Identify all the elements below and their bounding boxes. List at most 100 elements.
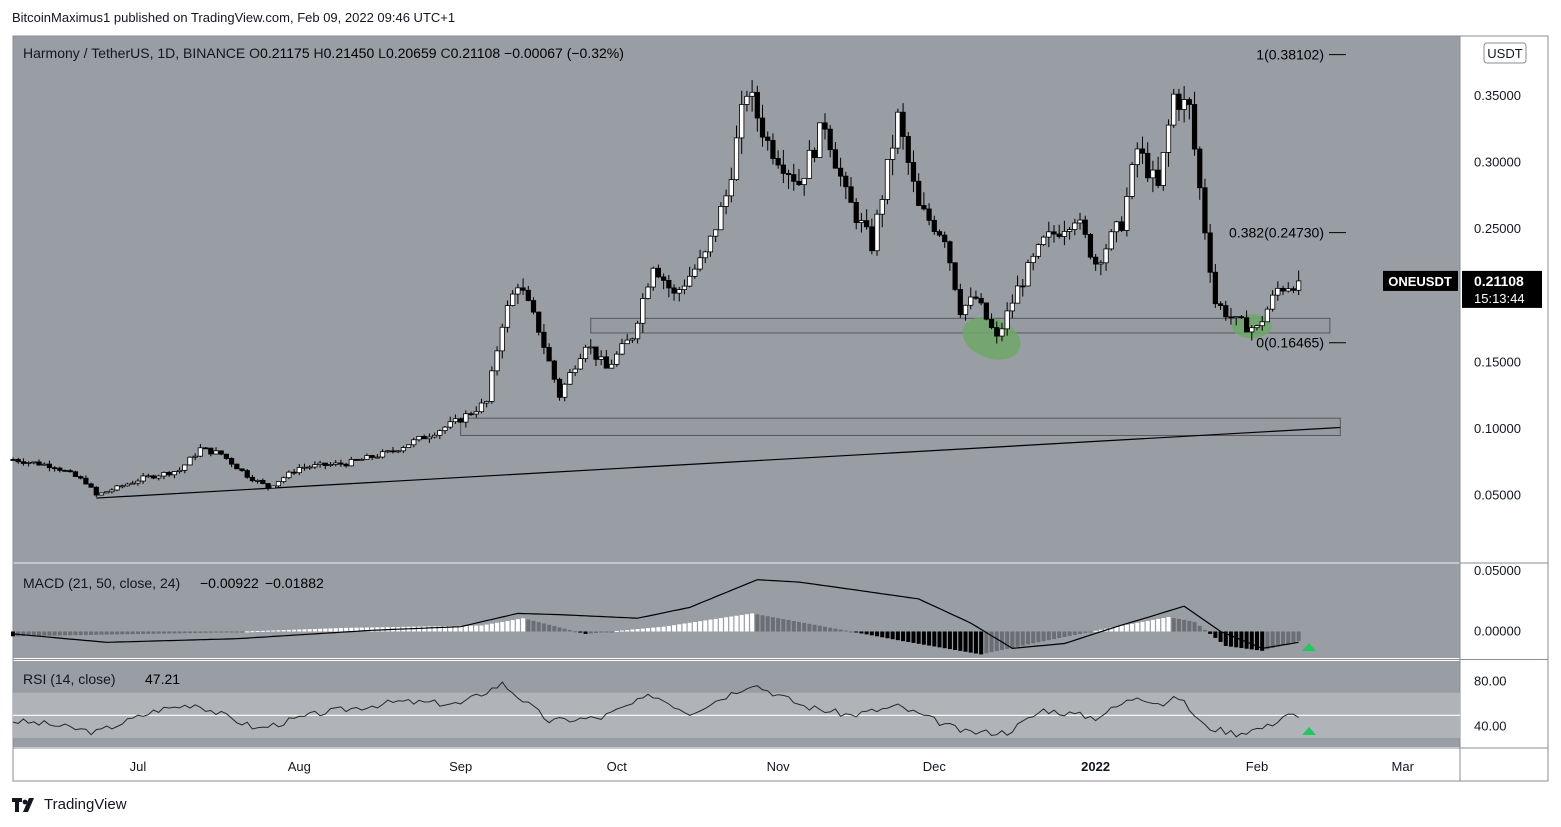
candle-body bbox=[1249, 327, 1255, 333]
candle-body bbox=[286, 471, 292, 479]
macd-histogram-bar bbox=[292, 629, 297, 632]
macd-histogram-bar bbox=[765, 616, 770, 632]
candle-body bbox=[322, 462, 328, 466]
tradingview-brand[interactable]: TradingView bbox=[12, 796, 127, 813]
macd-histogram-bar bbox=[187, 631, 192, 634]
candle bbox=[562, 382, 568, 402]
candle bbox=[843, 171, 849, 200]
candle bbox=[536, 311, 542, 336]
candle bbox=[811, 147, 818, 163]
candle-body bbox=[567, 372, 573, 385]
candle-body bbox=[510, 293, 516, 307]
candle bbox=[817, 122, 823, 158]
candle-body bbox=[1217, 303, 1224, 307]
macd-histogram-bar bbox=[750, 613, 755, 632]
candle bbox=[1030, 253, 1036, 271]
candle bbox=[510, 290, 516, 307]
candle-body bbox=[405, 444, 412, 448]
candle bbox=[31, 461, 37, 465]
candlestick-series bbox=[10, 80, 1302, 497]
candle-body bbox=[234, 463, 240, 470]
candle-body bbox=[770, 140, 776, 159]
candle bbox=[801, 177, 807, 196]
candle-body bbox=[124, 483, 131, 487]
candle bbox=[530, 297, 537, 315]
candle bbox=[947, 240, 953, 271]
candle-body bbox=[1009, 302, 1015, 312]
candle-body bbox=[640, 298, 646, 324]
candle bbox=[1296, 270, 1302, 296]
candle bbox=[551, 359, 557, 383]
candle-body bbox=[150, 475, 157, 479]
macd-histogram-bar bbox=[515, 619, 520, 632]
candle bbox=[577, 353, 583, 370]
macd-histogram-bar bbox=[463, 625, 468, 632]
candle bbox=[156, 474, 162, 481]
price-tick-label: 0.15000 bbox=[1474, 354, 1521, 369]
candle-body bbox=[348, 459, 354, 467]
macd-histogram-bar bbox=[31, 631, 36, 636]
candle bbox=[785, 169, 792, 189]
macd-histogram-bar bbox=[484, 624, 489, 632]
macd-histogram-bar bbox=[286, 629, 291, 632]
macd-histogram-bar bbox=[146, 631, 151, 634]
macd-histogram-bar bbox=[786, 620, 791, 632]
macd-histogram-bar bbox=[541, 623, 546, 632]
candle bbox=[390, 446, 396, 454]
macd-histogram-bar bbox=[760, 615, 765, 632]
macd-histogram-bar bbox=[781, 619, 786, 632]
candle bbox=[1082, 215, 1088, 239]
candle-body bbox=[525, 289, 531, 301]
candle-body bbox=[718, 206, 724, 231]
macd-histogram-bar bbox=[1124, 624, 1129, 632]
macd-histogram-bar bbox=[1083, 631, 1088, 633]
candle-body bbox=[968, 296, 974, 306]
macd-histogram-bar bbox=[1187, 620, 1192, 632]
candle-body bbox=[910, 162, 917, 182]
candle bbox=[582, 344, 589, 363]
macd-histogram-bar bbox=[57, 631, 62, 636]
brand-label: TradingView bbox=[44, 796, 127, 813]
macd-histogram-bar bbox=[37, 631, 42, 636]
macd-histogram-bar bbox=[838, 629, 843, 632]
candle-body bbox=[864, 220, 870, 228]
candle bbox=[1051, 225, 1057, 243]
rsi-title: RSI (14, close) bbox=[23, 671, 116, 687]
macd-histogram-bar bbox=[822, 626, 827, 632]
candle bbox=[275, 481, 282, 488]
candle-body bbox=[88, 483, 94, 488]
macd-histogram-bar bbox=[718, 618, 723, 632]
candle bbox=[806, 140, 812, 179]
candle bbox=[749, 80, 755, 112]
macd-histogram-bar bbox=[885, 631, 890, 639]
candle bbox=[624, 334, 630, 345]
macd-histogram-bar bbox=[260, 630, 265, 632]
macd-histogram-bar bbox=[854, 631, 859, 633]
macd-histogram-bar bbox=[833, 628, 838, 632]
candle-body bbox=[962, 304, 969, 316]
legend-h-value: 0.21450 bbox=[324, 45, 375, 61]
macd-histogram-bar bbox=[682, 623, 687, 632]
price-tick-label: 0.25000 bbox=[1474, 221, 1521, 236]
legend-o-value: 0.21175 bbox=[260, 45, 310, 61]
candle bbox=[421, 434, 427, 440]
candle-body bbox=[1285, 288, 1291, 292]
candle bbox=[796, 169, 802, 187]
time-tick-label: Feb bbox=[1246, 759, 1268, 774]
candle-body bbox=[978, 297, 984, 304]
candle-body bbox=[202, 447, 209, 450]
candle-body bbox=[530, 300, 537, 313]
candle bbox=[62, 469, 68, 472]
candle-body bbox=[176, 469, 183, 472]
candle bbox=[478, 398, 485, 414]
macd-histogram-bar bbox=[1197, 625, 1202, 632]
macd-tick-label: 0.05000 bbox=[1474, 563, 1521, 578]
candle bbox=[83, 475, 89, 485]
macd-histogram-bar bbox=[68, 631, 73, 636]
candle-body bbox=[104, 491, 110, 494]
macd-histogram-bar bbox=[588, 631, 593, 634]
candle bbox=[1145, 142, 1151, 183]
price-tick-label: 0.10000 bbox=[1474, 421, 1521, 436]
time-tick-label: Aug bbox=[288, 759, 311, 774]
